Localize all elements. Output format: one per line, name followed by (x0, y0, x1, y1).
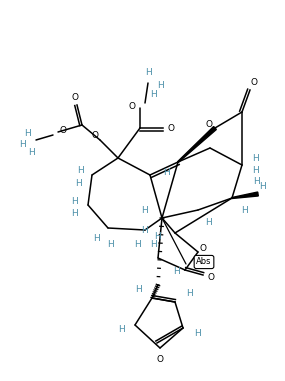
Text: O: O (251, 77, 258, 86)
Text: H: H (186, 290, 192, 298)
Text: O: O (207, 274, 215, 282)
Text: H: H (258, 181, 265, 190)
Text: H: H (135, 285, 141, 295)
Text: H: H (194, 328, 200, 338)
Text: H: H (28, 147, 34, 157)
Text: H: H (19, 139, 25, 149)
Text: H: H (154, 232, 160, 240)
Text: H: H (118, 325, 124, 335)
Text: O: O (156, 354, 164, 363)
Text: H: H (205, 218, 211, 226)
Text: H: H (241, 205, 247, 215)
Text: H: H (173, 267, 179, 277)
Text: H: H (71, 197, 77, 205)
Polygon shape (178, 126, 216, 162)
Text: O: O (91, 131, 99, 139)
Text: H: H (141, 226, 147, 234)
Text: H: H (150, 90, 156, 99)
Text: H: H (107, 240, 113, 248)
Text: O: O (60, 125, 66, 134)
Text: H: H (141, 205, 147, 215)
Text: O: O (168, 123, 174, 133)
Text: Abs: Abs (196, 258, 212, 266)
Text: O: O (129, 101, 135, 110)
Text: H: H (150, 240, 156, 248)
Text: H: H (24, 128, 30, 138)
Text: H: H (71, 208, 77, 218)
Text: H: H (134, 240, 141, 248)
Text: H: H (93, 234, 99, 242)
Text: H: H (252, 165, 258, 174)
Text: O: O (205, 120, 213, 128)
Polygon shape (232, 192, 258, 199)
Text: H: H (144, 67, 151, 77)
Text: H: H (254, 176, 260, 186)
Text: H: H (157, 80, 163, 90)
Text: O: O (72, 93, 78, 101)
Text: H: H (163, 168, 169, 176)
Text: H: H (77, 165, 84, 174)
Text: O: O (200, 243, 207, 253)
Text: H: H (75, 179, 82, 187)
Text: H: H (252, 154, 258, 163)
